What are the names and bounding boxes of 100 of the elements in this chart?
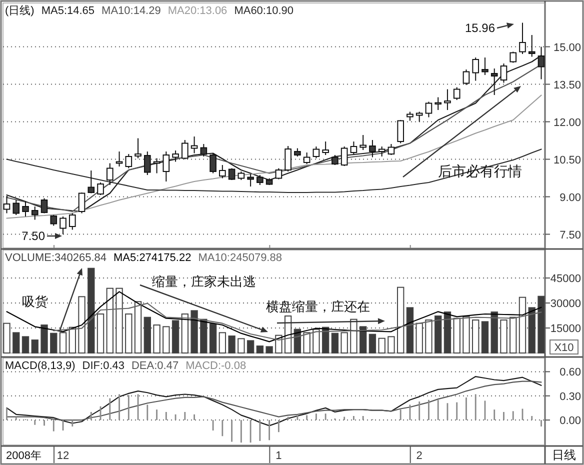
bar xyxy=(528,307,536,354)
bar xyxy=(181,314,189,354)
bar xyxy=(31,340,38,354)
candlestick xyxy=(162,151,170,182)
line-series xyxy=(6,380,542,421)
bar xyxy=(190,310,198,354)
candlestick xyxy=(453,86,460,100)
text: MA60:10.90 xyxy=(234,5,294,17)
candlestick xyxy=(397,120,404,144)
candlestick xyxy=(200,144,208,157)
y-axis-title: X10 xyxy=(554,342,574,354)
bar xyxy=(303,332,310,354)
y-tick-label: 12.00 xyxy=(553,116,581,129)
text: MA5:274175.22 xyxy=(114,252,192,264)
candlestick xyxy=(482,57,488,76)
bar xyxy=(246,340,254,354)
candlestick xyxy=(60,216,66,235)
candlestick xyxy=(500,63,508,84)
bar xyxy=(12,332,20,354)
text: MA10:14.29 xyxy=(102,5,161,17)
bar xyxy=(40,324,48,354)
bar xyxy=(472,320,480,354)
line-series xyxy=(6,291,542,342)
candlestick xyxy=(369,140,376,158)
bar xyxy=(266,346,273,354)
candlestick xyxy=(106,162,114,186)
bar xyxy=(68,326,76,354)
bar xyxy=(425,320,432,354)
bar xyxy=(153,324,160,354)
bar xyxy=(416,322,423,354)
bar xyxy=(144,316,152,354)
text: 日线 xyxy=(552,448,576,462)
y-tick-label: 9.00 xyxy=(560,192,581,204)
bar xyxy=(396,286,404,354)
candlestick xyxy=(490,68,498,96)
bar xyxy=(256,346,264,354)
bar xyxy=(218,332,226,354)
x-tick-label: 2 xyxy=(416,450,422,462)
candlestick xyxy=(312,146,320,159)
bar xyxy=(125,314,132,354)
candlestick xyxy=(340,146,348,166)
candlestick xyxy=(472,57,480,82)
y-tick-label: 30000 xyxy=(550,298,581,310)
bar xyxy=(444,312,452,354)
bar xyxy=(538,296,545,354)
annotation: 横盘缩量，庄还在 xyxy=(266,299,370,314)
bar xyxy=(172,320,180,354)
bar xyxy=(116,288,123,354)
series-label: DIF:0.43 xyxy=(82,360,124,372)
candlestick xyxy=(284,146,292,172)
candlestick xyxy=(425,101,432,118)
bar xyxy=(134,301,142,354)
bar xyxy=(462,316,470,354)
bar xyxy=(340,332,348,354)
text: DEA:0.47 xyxy=(131,360,179,372)
bar xyxy=(106,288,114,354)
annotation: 缩量，庄家未出逃 xyxy=(152,274,256,289)
candlestick xyxy=(125,154,132,169)
candlestick xyxy=(444,88,451,110)
y-tick-label: 45000 xyxy=(550,273,581,285)
candlestick xyxy=(378,146,386,157)
candlestick xyxy=(50,214,58,226)
candlestick xyxy=(219,164,226,179)
candlestick xyxy=(116,151,123,167)
bar xyxy=(238,338,245,354)
y-tick-label: 13.50 xyxy=(553,79,581,92)
bar xyxy=(22,336,30,354)
candlestick xyxy=(247,174,254,187)
line-series xyxy=(6,376,542,426)
bar xyxy=(434,316,442,354)
candlestick xyxy=(97,182,104,196)
x-tick-label: 1 xyxy=(276,450,282,462)
bar xyxy=(388,336,395,354)
bar xyxy=(78,296,86,354)
candlestick xyxy=(388,144,395,156)
bar xyxy=(368,334,376,354)
annotation: 15.96 xyxy=(464,21,496,35)
candlestick xyxy=(528,34,536,58)
bar xyxy=(331,332,339,354)
bar xyxy=(359,326,367,354)
candlestick xyxy=(350,141,358,154)
x-tick-label: 12 xyxy=(56,450,70,462)
bar xyxy=(209,324,217,354)
text: MA20:13.06 xyxy=(168,5,228,17)
bar xyxy=(312,328,320,354)
candlestick xyxy=(519,22,526,54)
chart-title: (日线) xyxy=(5,4,34,17)
chart-title: MACD(8,13,9) xyxy=(5,360,76,372)
bar xyxy=(50,332,58,354)
annotation: 7.50 xyxy=(22,229,46,243)
annotation: 吸货 xyxy=(22,294,48,309)
bar xyxy=(3,322,10,354)
bar xyxy=(378,338,386,354)
line-series xyxy=(6,148,542,194)
y-tick-label: 0.60 xyxy=(560,366,581,379)
text: 2008年 xyxy=(6,450,42,462)
candlestick xyxy=(434,96,442,110)
bar xyxy=(490,312,498,354)
y-tick-label: 0.00 xyxy=(560,415,581,428)
bar xyxy=(406,307,414,354)
